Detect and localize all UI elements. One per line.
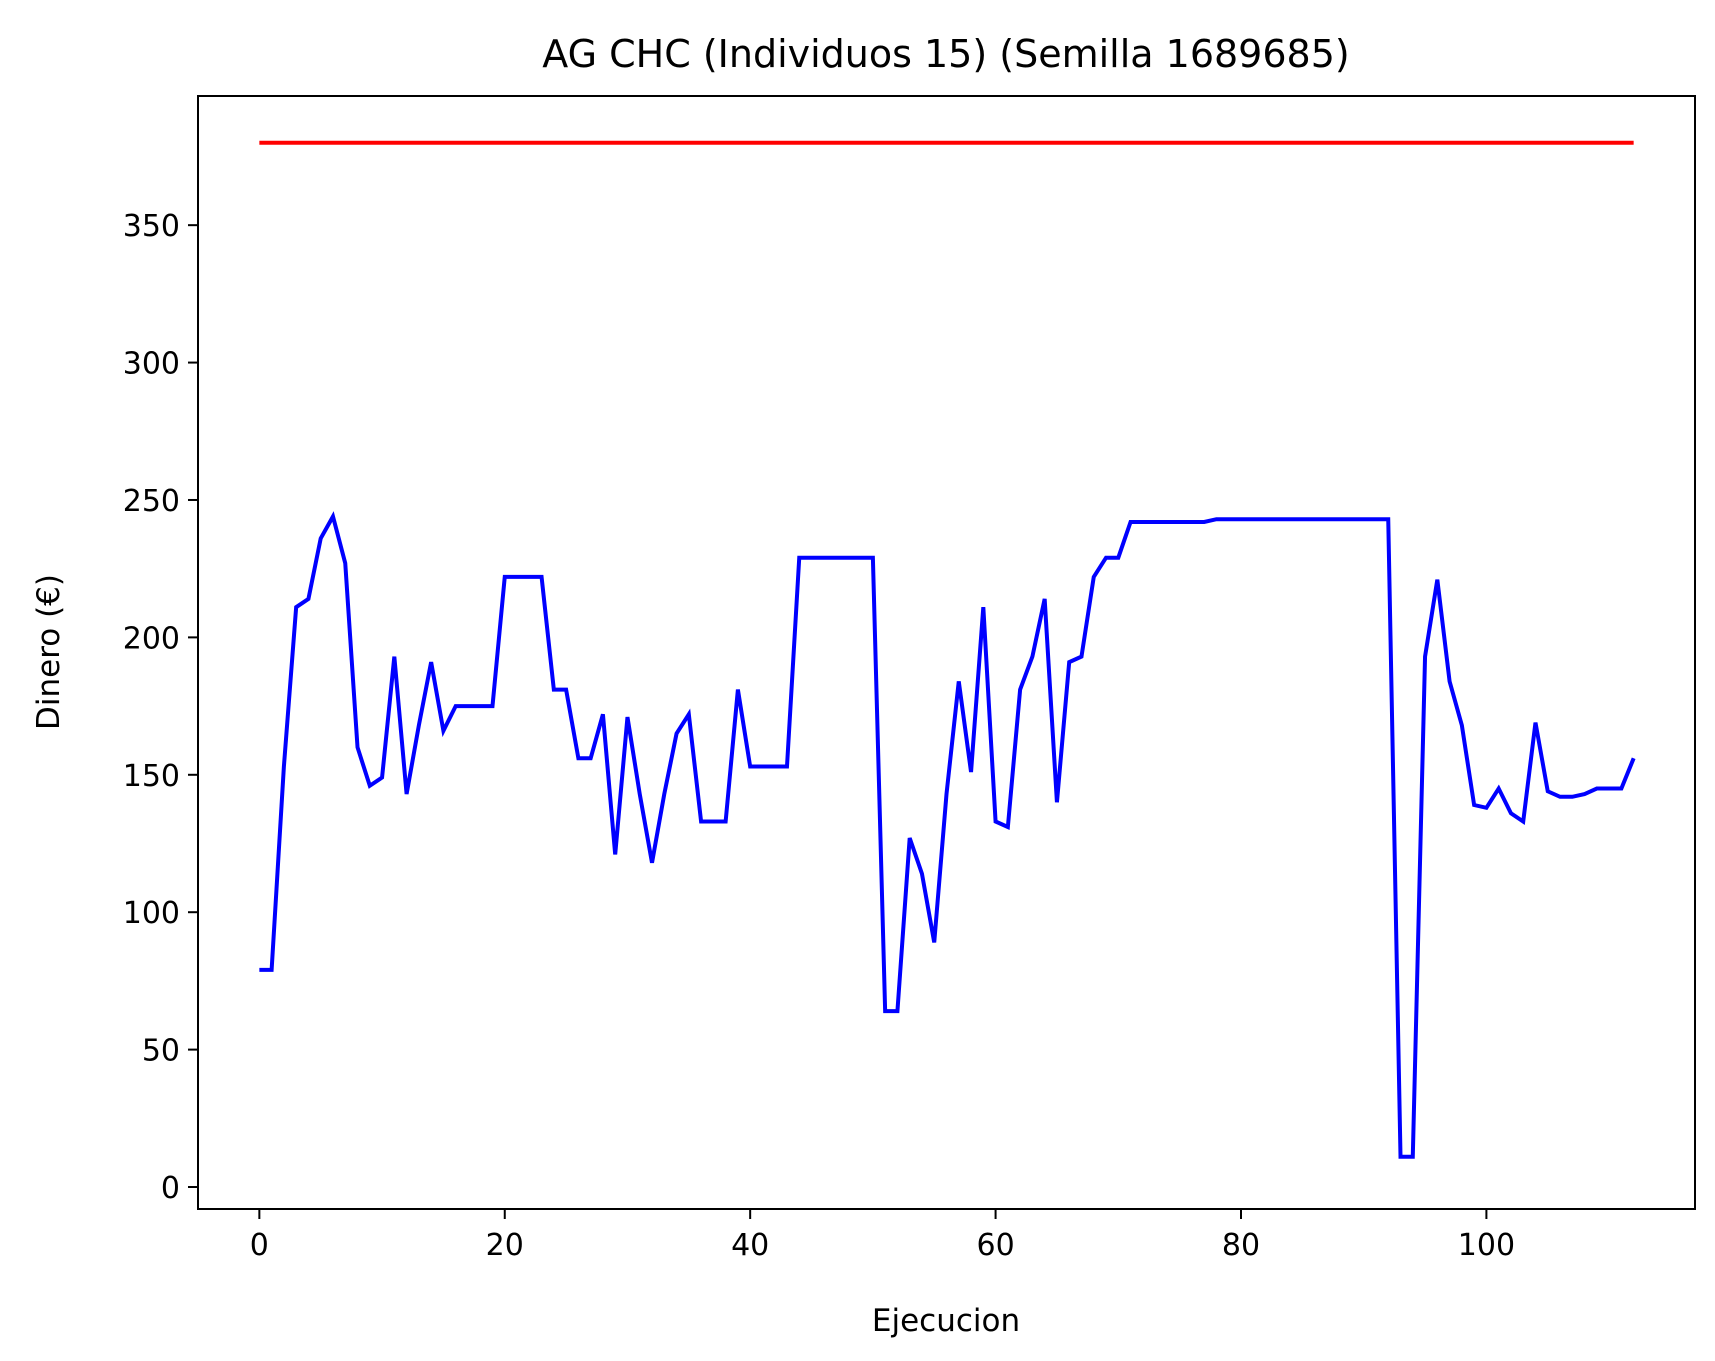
x-tick-label: 20	[486, 1228, 524, 1263]
x-axis: 0 20 40 60 80 100	[250, 1209, 1515, 1263]
y-tick-label: 250	[123, 484, 180, 519]
y-tick-label: 0	[161, 1171, 180, 1206]
chart-title: AG CHC (Individuos 15) (Semilla 1689685)	[542, 32, 1349, 76]
series-layer	[259, 140, 1636, 1159]
y-tick-label: 200	[123, 621, 180, 656]
y-axis-label: Dinero (€)	[31, 574, 67, 730]
y-tick-label: 50	[142, 1034, 180, 1069]
x-axis-label: Ejecucion	[872, 1303, 1020, 1339]
x-tick-label: 60	[976, 1228, 1014, 1263]
series-line-1	[259, 511, 1636, 1159]
plot-frame	[197, 95, 1696, 1210]
y-tick-label: 300	[123, 347, 180, 382]
y-tick-label: 350	[123, 209, 180, 244]
x-tick-label: 40	[731, 1228, 769, 1263]
x-tick-label: 0	[250, 1228, 269, 1263]
y-tick-label: 150	[123, 759, 180, 794]
y-axis: 0 50 100 150 200 250 300 350	[123, 209, 198, 1206]
x-tick-label: 80	[1222, 1228, 1260, 1263]
x-tick-label: 100	[1458, 1228, 1515, 1263]
y-tick-label: 100	[123, 896, 180, 931]
